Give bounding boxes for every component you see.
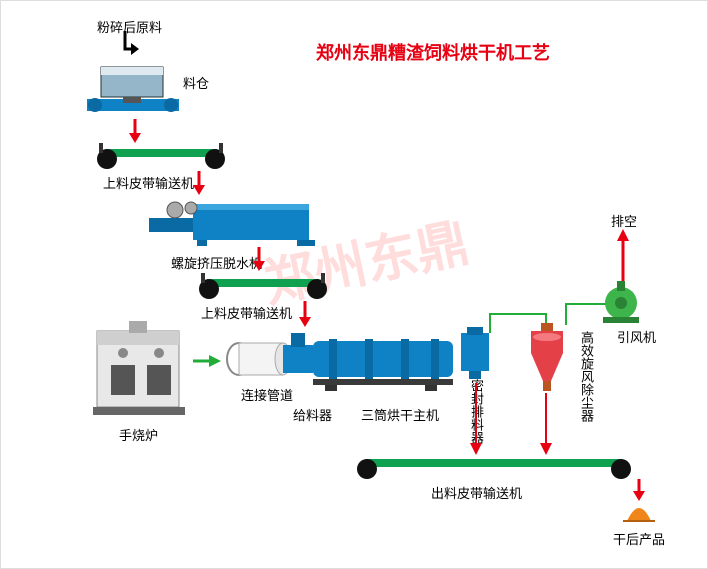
label-feeder: 给料器 — [293, 405, 332, 424]
flow-discharge-down — [475, 383, 477, 445]
arrow-screw-belt2 — [251, 247, 267, 273]
arrow-belt2-feeder — [297, 301, 313, 329]
flow-cyclone-fan-2 — [565, 303, 567, 325]
arrow-fan-exhaust — [615, 229, 631, 281]
equipment-fan — [599, 281, 645, 325]
label-belt1: 上料皮带输送机 — [103, 173, 194, 192]
equipment-belt2 — [199, 273, 327, 301]
label-silo: 料仓 — [183, 73, 209, 92]
arrow-silo-belt1 — [127, 119, 143, 145]
label-belt3: 出料皮带输送机 — [431, 483, 522, 502]
diagram-title: 郑州东鼎糟渣饲料烘干机工艺 — [316, 39, 550, 65]
label-stove: 手烧炉 — [119, 425, 158, 444]
equipment-product-pile — [623, 501, 655, 523]
equipment-cyclone — [527, 323, 571, 393]
arrow-belt1-screw — [191, 171, 207, 197]
label-fan: 引风机 — [617, 327, 656, 346]
equipment-stove — [91, 321, 191, 419]
label-dryer: 三筒烘干主机 — [361, 405, 439, 424]
equipment-belt3 — [357, 453, 633, 481]
equipment-dryer — [225, 329, 469, 391]
label-exhaust: 排空 — [611, 211, 637, 230]
arrow-stove-pipe — [193, 353, 223, 369]
equipment-belt1 — [97, 143, 225, 171]
label-cyclone: 高效旋风除尘器 — [577, 331, 596, 422]
equipment-discharge — [457, 327, 497, 381]
label-belt2: 上料皮带输送机 — [201, 303, 292, 322]
flow-discharge-cyclone-2 — [489, 313, 547, 315]
label-product: 干后产品 — [613, 529, 665, 548]
arrow-belt3-product — [631, 479, 647, 503]
label-screw: 螺旋挤压脱水机 — [171, 253, 262, 272]
flow-cyclone-down — [545, 393, 547, 445]
equipment-screw-press — [149, 196, 319, 248]
equipment-silo — [87, 57, 185, 119]
